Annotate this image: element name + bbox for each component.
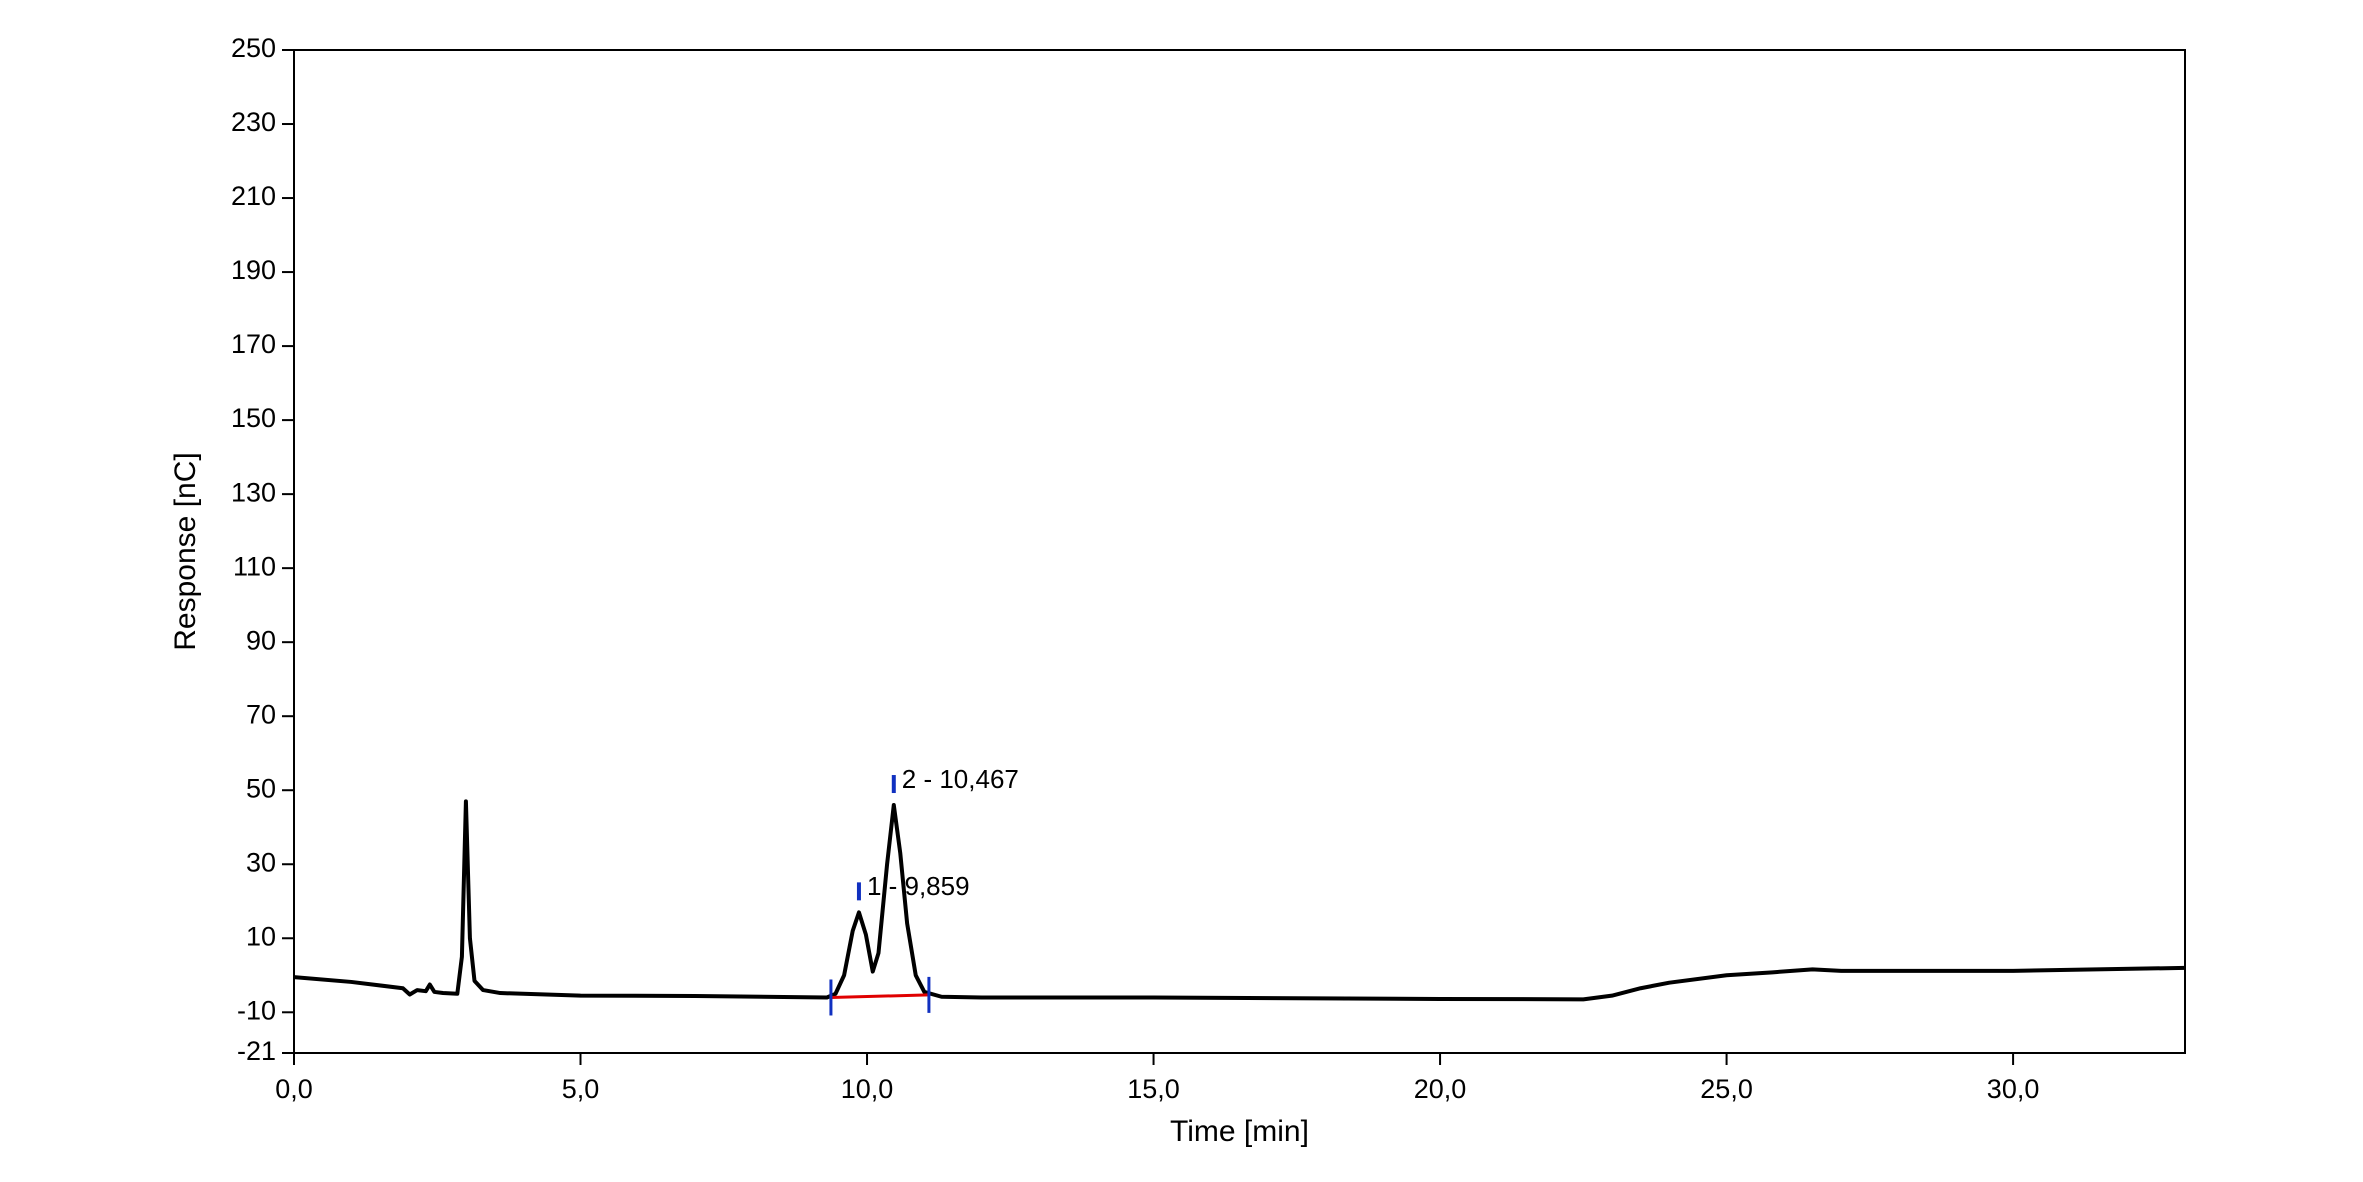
y-tick-label: 170 (231, 329, 276, 359)
y-tick-label: 250 (231, 33, 276, 63)
x-tick-label: 15,0 (1127, 1074, 1180, 1104)
x-tick-label: 0,0 (275, 1074, 313, 1104)
plot-frame (293, 49, 2186, 1054)
peak-label: 1 - 9,859 (867, 871, 970, 901)
trace (293, 799, 2186, 1002)
x-tick-label: 25,0 (1700, 1074, 1753, 1104)
y-tick-label: 50 (246, 773, 276, 803)
y-tick-label: 30 (246, 847, 276, 877)
y-tick-label: 210 (231, 181, 276, 211)
x-tick-label: 30,0 (1987, 1074, 2040, 1104)
x-tick-label: 10,0 (841, 1074, 894, 1104)
y-tick-label: -21 (237, 1036, 276, 1066)
peak-baseline (830, 993, 929, 999)
y-tick-label: 70 (246, 699, 276, 729)
x-tick-label: 20,0 (1414, 1074, 1467, 1104)
x-axis-title: Time [min] (1170, 1115, 1309, 1148)
y-tick-label: 90 (246, 625, 276, 655)
x-tick-label: 5,0 (562, 1074, 600, 1104)
y-tick-label: 10 (246, 921, 276, 951)
peak-label: 2 - 10,467 (902, 764, 1019, 794)
y-tick-label: 190 (231, 255, 276, 285)
y-tick-label: 110 (233, 551, 276, 581)
y-tick-label: -10 (237, 995, 276, 1025)
y-tick-label: 130 (231, 477, 276, 507)
y-axis-title: Response [nC] (169, 452, 202, 650)
y-tick-label: 230 (231, 107, 276, 137)
y-tick-label: 150 (231, 403, 276, 433)
